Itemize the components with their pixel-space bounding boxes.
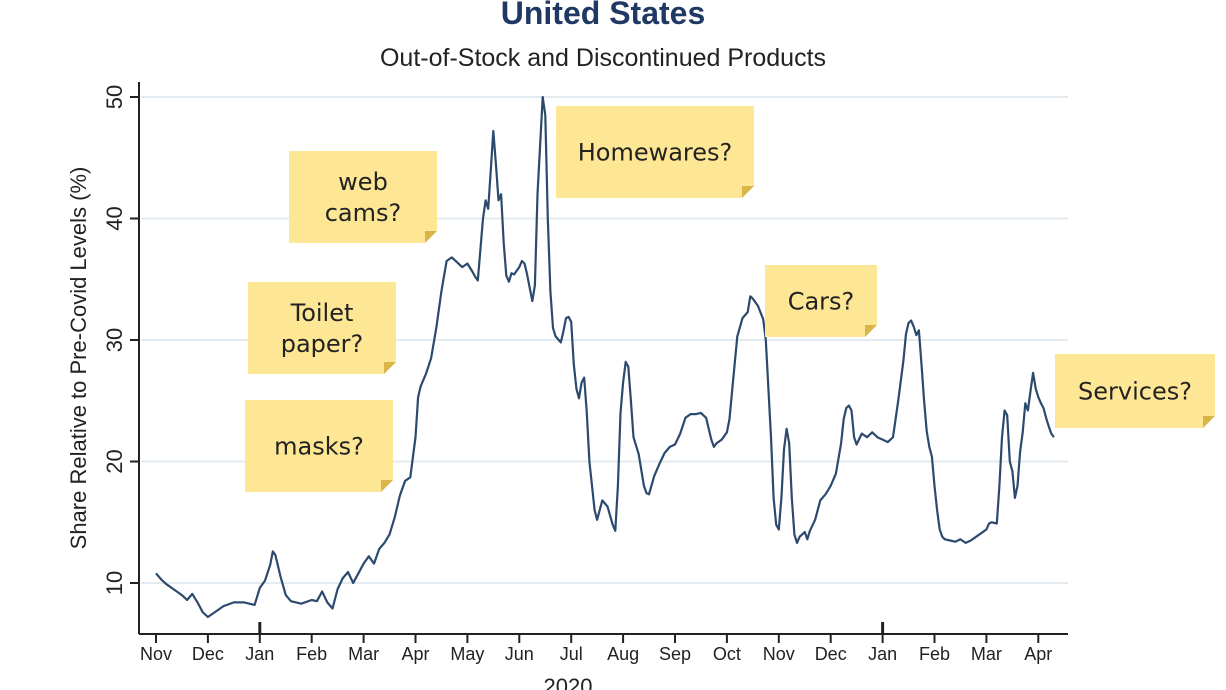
x-ticks: Nov Dec Jan Feb Mar Apr May Jun Jul Aug Sep Oct Nov D… (140, 622, 1052, 664)
x-tick-label: Oct (713, 644, 741, 664)
x-tick-label: Apr (401, 644, 429, 664)
x-tick-label: Mar (348, 644, 379, 664)
x-tick-label: Nov (140, 644, 172, 664)
sticky-notes: masks? Toilet paper? web cams? Homewares? Cars… (245, 106, 1215, 492)
y-tick-label: 50 (102, 85, 127, 109)
sticky-note-text: Toilet (290, 299, 354, 327)
x-tick-label: Feb (296, 644, 327, 664)
y-tick-label: 20 (102, 449, 127, 473)
x-tick-label: Aug (607, 644, 639, 664)
chart-title: United States (501, 0, 705, 31)
series-group (155, 95, 1055, 619)
sticky-note-text: paper? (281, 330, 364, 358)
y-tick-label: 30 (102, 328, 127, 352)
x-tick-label: Jan (868, 644, 897, 664)
x-tick-label: Feb (919, 644, 950, 664)
series-line (155, 95, 1055, 619)
axes (138, 82, 1068, 635)
x-axis-label: 2020 (544, 674, 593, 690)
y-axis-label: Share Relative to Pre-Covid Levels (%) (66, 167, 91, 550)
sticky-note-text: Services? (1078, 377, 1192, 405)
x-tick-label: Mar (971, 644, 1002, 664)
y-tick-label: 10 (102, 571, 127, 595)
sticky-note-toilet-paper: Toilet paper? (248, 282, 396, 374)
sticky-note-text: masks? (274, 432, 364, 460)
sticky-note-text: Cars? (788, 287, 855, 315)
x-tick-label: Sep (659, 644, 691, 664)
chart-subtitle: Out-of-Stock and Discontinued Products (380, 44, 826, 72)
y-ticks: 10 20 30 40 50 (102, 85, 139, 595)
x-tick-label: May (450, 644, 484, 664)
sticky-note-services: Services? (1055, 354, 1215, 428)
y-tick-label: 40 (102, 206, 127, 230)
sticky-note-cars: Cars? (765, 265, 877, 337)
x-tick-label: Dec (192, 644, 224, 664)
x-tick-label: Jul (560, 644, 583, 664)
sticky-note-text: Homewares? (578, 138, 733, 166)
x-tick-label: Dec (815, 644, 847, 664)
sticky-note-masks: masks? (245, 400, 393, 492)
x-tick-label: Nov (763, 644, 795, 664)
sticky-note-text: cams? (325, 199, 402, 227)
x-tick-label: Jun (505, 644, 534, 664)
sticky-note-homewares: Homewares? (556, 106, 754, 198)
x-tick-label: Jan (245, 644, 274, 664)
sticky-note-text: web (338, 168, 388, 196)
x-tick-label: Apr (1024, 644, 1052, 664)
sticky-note-web-cams: web cams? (289, 151, 437, 243)
